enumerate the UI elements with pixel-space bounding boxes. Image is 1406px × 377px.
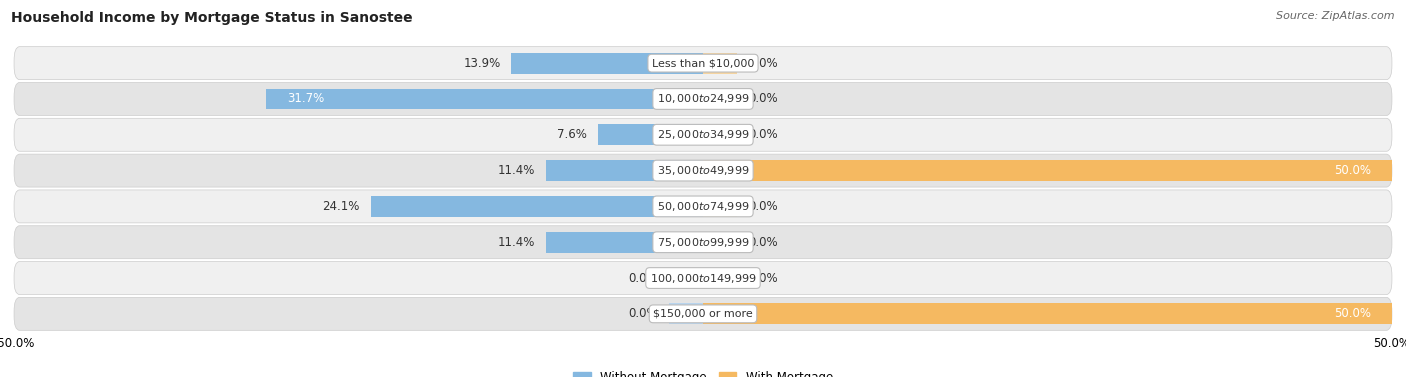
Text: 0.0%: 0.0% (628, 307, 658, 320)
FancyBboxPatch shape (14, 262, 1392, 294)
Text: 0.0%: 0.0% (748, 92, 778, 106)
Bar (703, 196, 738, 217)
Text: Less than $10,000: Less than $10,000 (652, 58, 754, 68)
FancyBboxPatch shape (14, 118, 1392, 151)
Bar (703, 268, 738, 288)
Text: 11.4%: 11.4% (498, 236, 534, 249)
Bar (703, 303, 1392, 324)
Text: 13.9%: 13.9% (463, 57, 501, 70)
FancyBboxPatch shape (14, 190, 1392, 223)
Text: 31.7%: 31.7% (287, 92, 325, 106)
Text: $25,000 to $34,999: $25,000 to $34,999 (657, 128, 749, 141)
Bar (266, 89, 703, 109)
Bar (512, 53, 703, 74)
FancyBboxPatch shape (14, 154, 1392, 187)
Bar (371, 196, 703, 217)
Bar (703, 124, 738, 145)
Text: 0.0%: 0.0% (628, 271, 658, 285)
FancyBboxPatch shape (14, 297, 1392, 330)
Text: 0.0%: 0.0% (748, 57, 778, 70)
Text: 0.0%: 0.0% (748, 236, 778, 249)
Text: $100,000 to $149,999: $100,000 to $149,999 (650, 271, 756, 285)
Text: Source: ZipAtlas.com: Source: ZipAtlas.com (1277, 11, 1395, 21)
Text: $50,000 to $74,999: $50,000 to $74,999 (657, 200, 749, 213)
Text: 50.0%: 50.0% (1334, 164, 1371, 177)
Text: $35,000 to $49,999: $35,000 to $49,999 (657, 164, 749, 177)
Text: 24.1%: 24.1% (322, 200, 360, 213)
Bar (703, 160, 1392, 181)
Bar (599, 124, 703, 145)
Text: $150,000 or more: $150,000 or more (654, 309, 752, 319)
Text: $75,000 to $99,999: $75,000 to $99,999 (657, 236, 749, 249)
Text: $10,000 to $24,999: $10,000 to $24,999 (657, 92, 749, 106)
FancyBboxPatch shape (14, 83, 1392, 115)
Text: 50.0%: 50.0% (1334, 307, 1371, 320)
Text: 0.0%: 0.0% (748, 200, 778, 213)
Text: 0.0%: 0.0% (748, 271, 778, 285)
FancyBboxPatch shape (14, 47, 1392, 80)
Bar (546, 160, 703, 181)
Bar (703, 232, 738, 253)
Legend: Without Mortgage, With Mortgage: Without Mortgage, With Mortgage (568, 366, 838, 377)
Bar (546, 232, 703, 253)
Text: 0.0%: 0.0% (748, 128, 778, 141)
Bar (703, 53, 738, 74)
Bar (703, 89, 738, 109)
Bar (669, 268, 703, 288)
Bar (669, 303, 703, 324)
Text: Household Income by Mortgage Status in Sanostee: Household Income by Mortgage Status in S… (11, 11, 413, 25)
Text: 7.6%: 7.6% (557, 128, 588, 141)
FancyBboxPatch shape (14, 226, 1392, 259)
Text: 11.4%: 11.4% (498, 164, 534, 177)
